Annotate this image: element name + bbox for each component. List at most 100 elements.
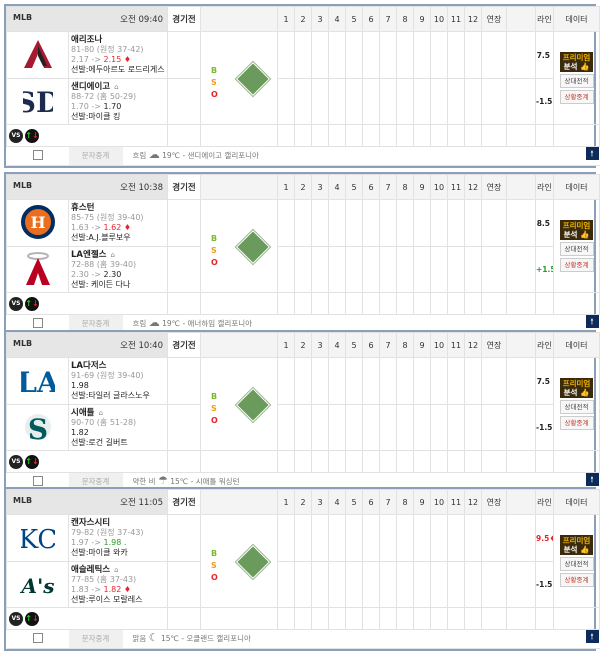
team-record: 77-85 (홈 37-43) [71, 574, 137, 584]
team-info: 캔자스시티 79-82 (원정 37-43) 1.97 -> 1.98 . 선발… [68, 514, 168, 562]
live-situation-button[interactable]: 상황중계 [559, 416, 594, 430]
inning-score [481, 199, 507, 247]
cloud-icon: ☁ [148, 316, 160, 329]
head-to-head-button[interactable]: 상대전적 [559, 242, 594, 256]
game-header: MLB 오전 10:40 경기전 1 2 3 4 5 6 7 8 9 10 11 12 연장 라인 데이터 [6, 332, 600, 358]
scroll-top-button[interactable]: 🠕 [585, 630, 599, 643]
inning-header: 7 [379, 6, 397, 32]
inning-score [396, 561, 414, 608]
odds-change-icon[interactable]: ↑↓ [25, 454, 39, 469]
inning-score [379, 199, 397, 247]
odds-change-icon[interactable]: ↑↓ [25, 296, 39, 311]
team-name[interactable]: 캔자스시티 [71, 518, 111, 528]
select-checkbox[interactable] [32, 633, 43, 643]
team-name[interactable]: LA다저스 [71, 361, 107, 371]
select-checkbox[interactable] [32, 150, 43, 160]
inning-score [294, 246, 312, 293]
baseball-diamond-icon [236, 230, 270, 264]
live-situation-button[interactable]: 상황중계 [559, 258, 594, 272]
line-header: 라인 [535, 174, 554, 200]
inning-score [311, 31, 329, 79]
team-name[interactable]: 샌디에이고 [71, 81, 111, 92]
select-checkbox[interactable] [32, 318, 43, 328]
text-relay-button[interactable]: 문자중계 [68, 473, 123, 491]
vs-icon[interactable]: VS [9, 296, 23, 311]
inning-score [362, 514, 380, 562]
live-situation-button[interactable]: 상황중계 [559, 573, 594, 587]
premium-analysis-button[interactable]: 프리미엄 분석 👍 [560, 378, 593, 398]
inning-score [311, 357, 329, 405]
inning-score [345, 514, 363, 562]
inning-score [311, 78, 329, 125]
inning-header: 12 [464, 174, 482, 200]
line-header: 라인 [535, 6, 554, 32]
text-relay-button[interactable]: 문자중계 [68, 147, 123, 165]
team-name[interactable]: 시애틀 [71, 407, 95, 418]
inning-score [277, 78, 295, 125]
blank-cell [506, 199, 536, 247]
team-name[interactable]: 애리조나 [71, 35, 103, 45]
inning-header: 연장 [481, 6, 507, 32]
head-to-head-button[interactable]: 상대전적 [559, 400, 594, 414]
arizona-logo [6, 31, 69, 79]
vs-icon[interactable]: VS [9, 128, 23, 143]
premium-analysis-button[interactable]: 프리미엄 분석 👍 [560, 535, 593, 555]
odds-change-icon[interactable]: ↑↓ [25, 611, 39, 626]
head-to-head-button[interactable]: 상대전적 [559, 74, 594, 88]
team-row-away: KC 캔자스시티 79-82 (원정 37-43) 1.97 -> 1.98 .… [6, 514, 600, 608]
text-relay-button[interactable]: 문자중계 [68, 630, 123, 648]
game-card: MLB 오전 09:40 경기전 1 2 3 4 5 6 7 8 9 10 11 12 연장 라인 데이터 애… [4, 4, 600, 168]
line-value: -1.5 [535, 561, 554, 608]
ball-label: B [211, 392, 218, 401]
premium-analysis-button[interactable]: 프리미엄 분석 👍 [560, 52, 593, 72]
select-checkbox[interactable] [32, 476, 43, 486]
weather-detail: 19℃ - 샌디에이고 캘리포니아 [162, 151, 259, 160]
line-value: +1.5. [535, 246, 554, 293]
team-record: 79-82 (원정 37-43) [71, 528, 144, 537]
baseball-diamond-icon [236, 545, 270, 579]
inning-score [277, 357, 295, 405]
inning-header: 5 [345, 6, 363, 32]
text-relay-button[interactable]: 문자중계 [68, 315, 123, 333]
premium-analysis-button[interactable]: 프리미엄 분석 👍 [560, 220, 593, 240]
blank-cell [506, 78, 536, 125]
vs-icon[interactable]: VS [9, 454, 23, 469]
home-icon: ⌂ [114, 565, 119, 574]
inning-score [362, 404, 380, 451]
inning-header: 8 [396, 174, 414, 200]
head-to-head-button[interactable]: 상대전적 [559, 557, 594, 571]
inning-score [362, 357, 380, 405]
inning-score [481, 31, 507, 79]
inning-score [345, 246, 363, 293]
inning-header: 8 [396, 332, 414, 358]
odds-change-icon[interactable]: ↑↓ [25, 128, 39, 143]
vs-icon[interactable]: VS [9, 611, 23, 626]
scroll-top-button[interactable]: 🠕 [585, 473, 599, 486]
inning-header: 1 [277, 174, 295, 200]
game-time: 오전 09:40 [120, 15, 163, 25]
team-row-home: S 시애틀 ⌂ 90-70 (홈 51-28) 1.82 선발:로건 길버트 -1… [6, 404, 600, 451]
bso-header [200, 174, 278, 200]
bso-field: B S O [200, 199, 278, 293]
team-row-home: A's 애슬레틱스 ⌂ 77-85 (홈 37-43) 1.83 -> 1.82 … [6, 561, 600, 608]
team-record: 81-80 (원정 37-42) [71, 45, 144, 54]
inning-header: 8 [396, 489, 414, 515]
inning-score [362, 31, 380, 79]
odds: 1.97 -> 1.98 . [71, 538, 127, 547]
inning-score [362, 78, 380, 125]
odds-down-icon: . [123, 538, 127, 547]
inning-header: 6 [362, 489, 380, 515]
bso-field: B S O [200, 514, 278, 608]
inning-header: 6 [362, 332, 380, 358]
inning-score [481, 246, 507, 293]
live-situation-button[interactable]: 상황중계 [559, 90, 594, 104]
scroll-top-button[interactable]: 🠕 [585, 147, 599, 160]
line-value: 7.5 [535, 31, 554, 79]
scroll-top-button[interactable]: 🠕 [585, 315, 599, 328]
inning-header: 5 [345, 489, 363, 515]
inning-score [447, 78, 465, 125]
team-name[interactable]: 애슬레틱스 [71, 564, 111, 575]
team-name[interactable]: LA엔젤스 [71, 249, 107, 260]
home-icon: ⌂ [98, 408, 103, 417]
team-name[interactable]: 휴스턴 [71, 203, 95, 213]
